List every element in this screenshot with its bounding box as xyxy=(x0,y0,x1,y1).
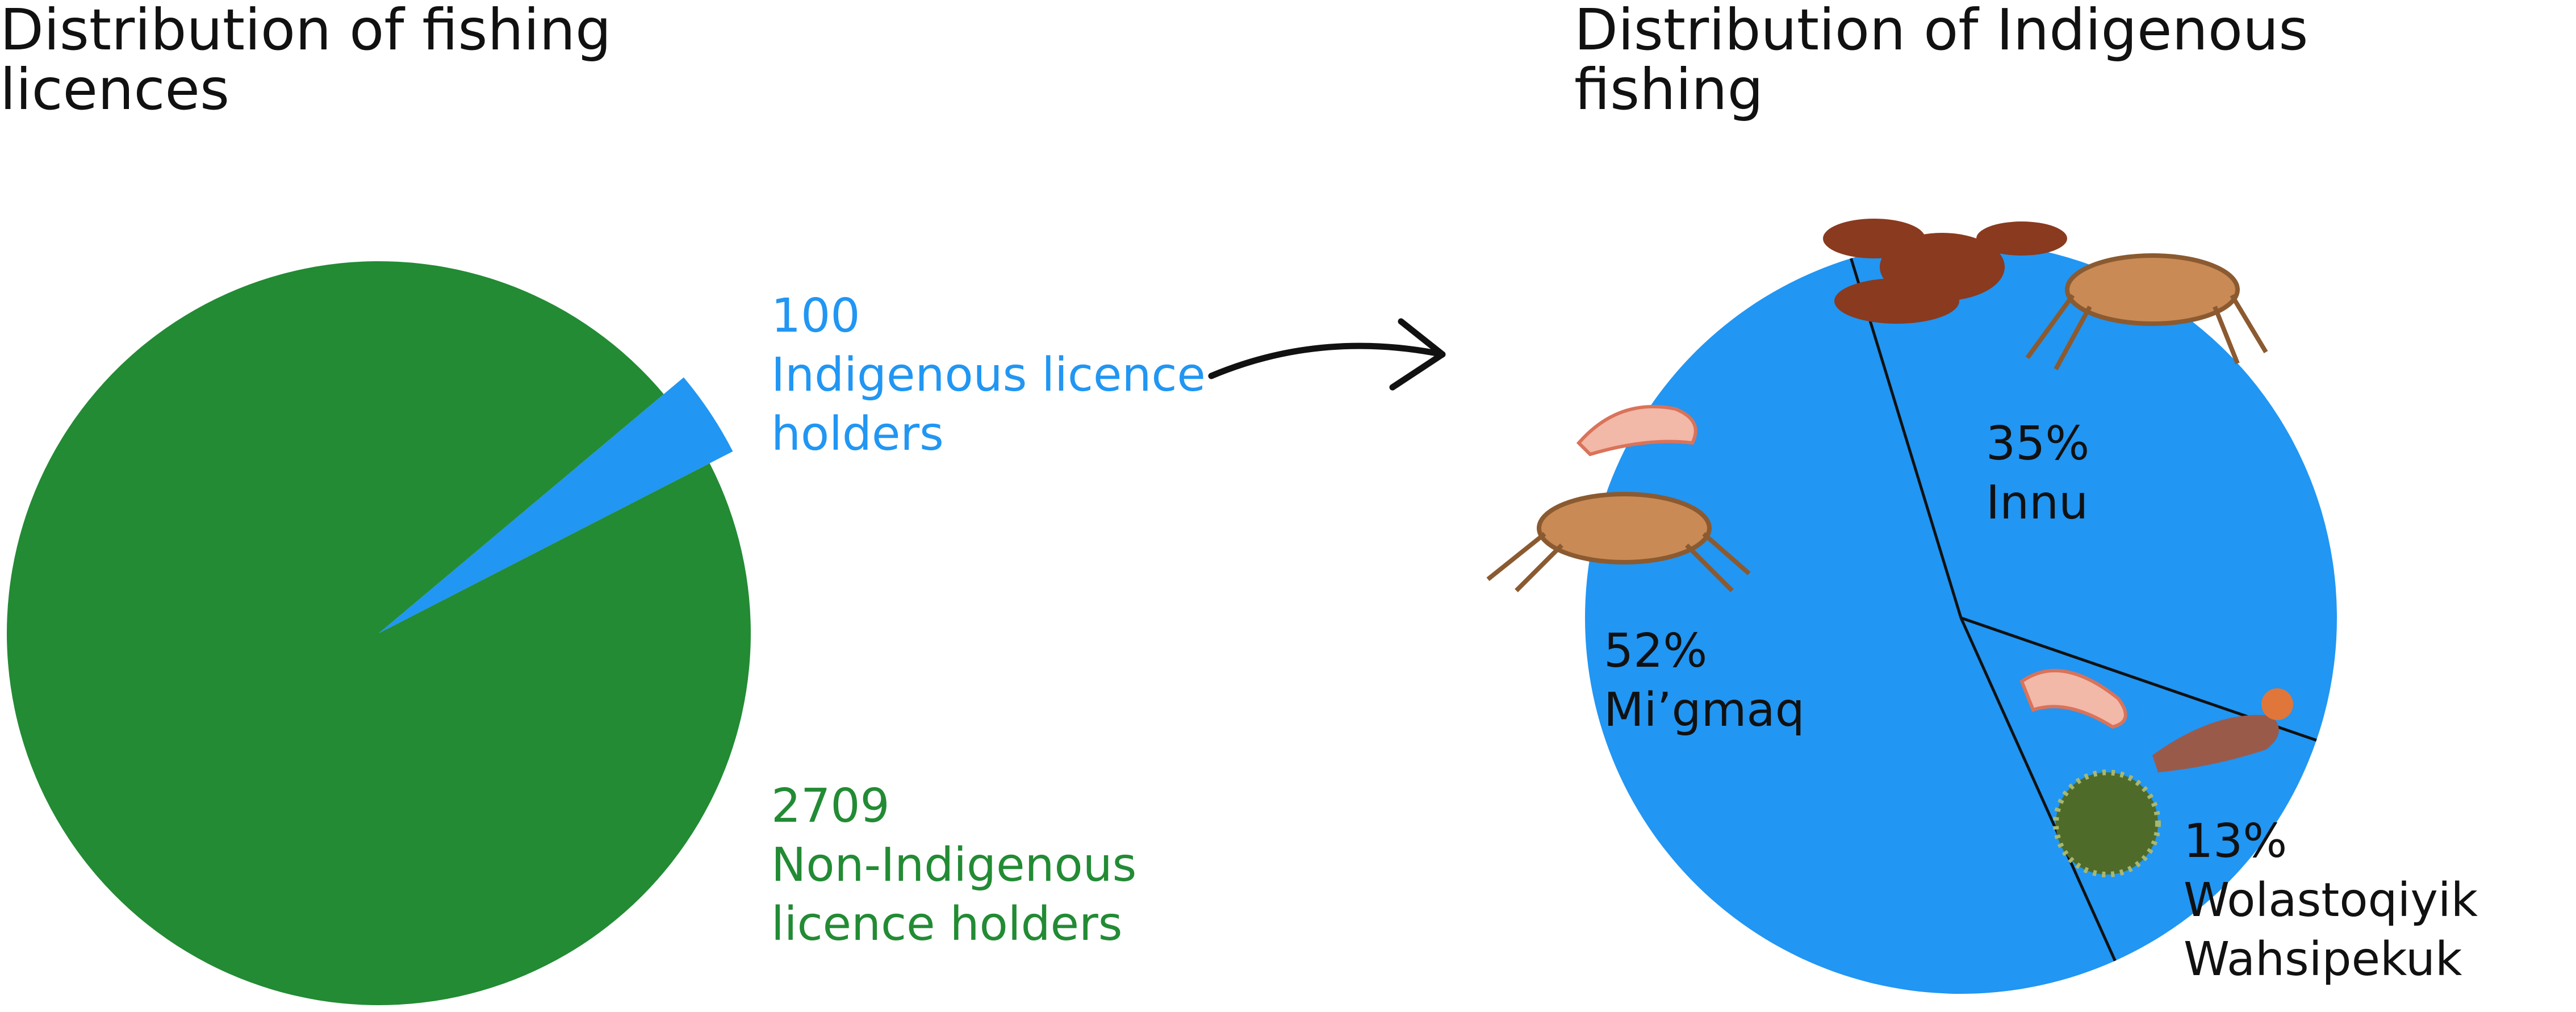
chart-title: Distribution of fishing licences xyxy=(0,0,612,123)
value-label: 2709 xyxy=(771,779,890,833)
value-label: 52% xyxy=(1604,624,1708,678)
value-label: 35% xyxy=(1986,417,2090,471)
slice-label: 35% Innu xyxy=(1986,415,2383,533)
slice-divider xyxy=(1959,617,2117,961)
pie-slice xyxy=(379,377,733,633)
sea-cucumber xyxy=(2152,688,2293,772)
arrow-head xyxy=(1389,318,1446,391)
value-label: 13% xyxy=(2184,814,2288,868)
category-label: Non-Indigenous licence holders xyxy=(771,838,1137,952)
category-label: Wolastoqiyik Wahsipekuk xyxy=(2184,873,2478,987)
sea-urchin xyxy=(2053,770,2161,877)
pie-slice xyxy=(1851,241,2337,741)
pie-slice xyxy=(1584,258,2115,994)
category-label: Mi’gmaq xyxy=(1604,683,1805,738)
illustrations xyxy=(1486,219,2293,877)
chart-title: Distribution of Indigenous fishing xyxy=(1574,0,2309,123)
category-label: Innu xyxy=(1986,476,2089,530)
slice-label: 13% Wolastoqiyik Wahsipekuk xyxy=(2184,812,2575,989)
slice-label: 100 Indigenous licence holders xyxy=(771,287,1237,464)
value-label: 100 xyxy=(771,289,860,343)
shrimp xyxy=(1576,405,2127,729)
lobster xyxy=(1823,219,2067,324)
category-label: Indigenous licence holders xyxy=(771,348,1206,462)
pie-slice xyxy=(6,261,751,1005)
arrow xyxy=(1208,342,1446,379)
slice-label: 2709 Non-Indigenous licence holders xyxy=(771,777,1237,954)
slice-label: 52% Mi’gmaq xyxy=(1604,622,2001,740)
crab xyxy=(1486,253,2268,592)
